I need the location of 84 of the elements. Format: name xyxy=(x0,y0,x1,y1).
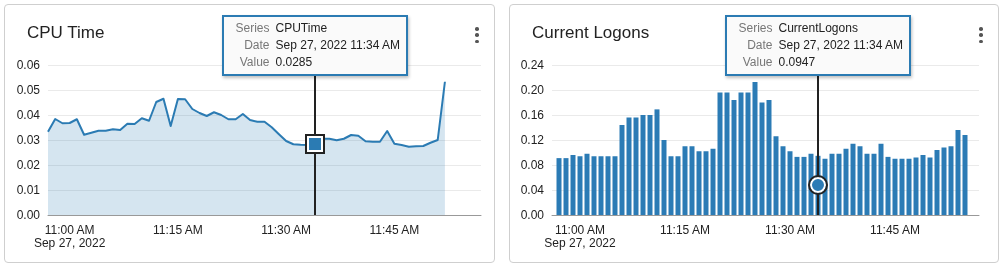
bar xyxy=(731,100,737,215)
bar xyxy=(598,156,604,215)
bar xyxy=(703,151,709,215)
bar xyxy=(871,153,877,215)
bar xyxy=(899,158,905,215)
bar xyxy=(619,125,625,215)
bar xyxy=(829,153,835,215)
bar xyxy=(857,146,863,215)
bar xyxy=(668,156,674,215)
bar xyxy=(892,158,898,215)
bar xyxy=(836,153,842,215)
bar xyxy=(689,146,695,215)
bar xyxy=(787,151,793,215)
y-tick-label: 0.04 xyxy=(16,108,41,122)
x-tick-label: 11:00 AM Sep 27, 2022 xyxy=(544,222,617,250)
annotation: Series CurrentLogons Date Sep 27, 2022 11:34 AM Value 0.0947 xyxy=(737,20,904,71)
bar xyxy=(962,135,968,215)
y-tick-label: 0.01 xyxy=(16,183,41,197)
y-tick-label: 0.04 xyxy=(520,183,545,197)
bar xyxy=(738,92,744,215)
bar xyxy=(745,92,751,215)
x-tick-label: 11:45 AM xyxy=(369,222,420,237)
bar xyxy=(675,156,681,215)
bar xyxy=(647,115,653,215)
bar xyxy=(934,150,940,215)
bar xyxy=(948,146,954,215)
bar xyxy=(941,147,947,215)
y-tick-label: 0.12 xyxy=(520,133,545,147)
bar xyxy=(920,155,926,215)
x-tick-label: 11:15 AM xyxy=(152,222,203,237)
bar xyxy=(605,156,611,215)
bar xyxy=(591,156,597,215)
y-tick-label: 0.24 xyxy=(520,58,545,72)
bar xyxy=(850,143,856,215)
bar xyxy=(710,148,716,215)
bar xyxy=(773,136,779,215)
x-tick-label: 11:30 AM xyxy=(261,222,312,237)
x-tick-label: 11:15 AM xyxy=(660,222,710,237)
tooltip: Series CurrentLogons Date Sep 27, 2022 11:34 AM Value 0.0947 xyxy=(724,15,912,76)
bar xyxy=(864,153,870,215)
bar xyxy=(955,130,961,215)
y-tick-label: 0.00 xyxy=(16,208,41,222)
bar xyxy=(752,81,758,215)
bar xyxy=(801,156,807,215)
y-tick-label: 0.20 xyxy=(520,83,545,97)
bar xyxy=(927,157,933,215)
y-tick-label: 0.05 xyxy=(16,83,41,97)
bar xyxy=(759,102,765,215)
bar xyxy=(682,146,688,215)
bar xyxy=(654,109,660,215)
y-tick-label: 0.02 xyxy=(16,158,41,172)
bar xyxy=(577,156,583,215)
y-tick-label: 0.03 xyxy=(16,133,41,147)
x-tick-label: 11:30 AM xyxy=(765,222,815,237)
bar xyxy=(878,143,884,215)
bar xyxy=(661,140,667,215)
bar xyxy=(780,146,786,215)
bar xyxy=(696,151,702,215)
chart-title: Current Logons xyxy=(532,23,650,42)
x-tick-label: 11:45 AM xyxy=(870,222,920,237)
bar xyxy=(843,148,849,215)
x-tick-label: 11:00 AM Sep 27, 2022 xyxy=(33,222,106,250)
bar xyxy=(584,153,590,215)
bar xyxy=(633,117,639,215)
bar xyxy=(626,117,632,215)
bar xyxy=(717,92,723,215)
bar xyxy=(556,158,562,215)
y-tick-label: 0.00 xyxy=(520,208,545,222)
tooltip: Series CPUTime Date Sep 27, 2022 11:34 AM Value 0.0285 xyxy=(221,15,409,76)
chart-title: CPU Time xyxy=(27,23,105,42)
bar xyxy=(885,156,891,215)
bar xyxy=(563,158,569,215)
bar xyxy=(640,115,646,215)
bar xyxy=(906,158,912,215)
y-tick-label: 0.16 xyxy=(520,108,545,122)
y-tick-label: 0.06 xyxy=(16,58,41,72)
bar xyxy=(794,156,800,215)
bar xyxy=(766,100,772,215)
annotation: Series CPUTime Date Sep 27, 2022 11:34 AM Value 0.0285 xyxy=(234,20,401,71)
y-tick-label: 0.08 xyxy=(520,158,545,172)
bar xyxy=(724,92,730,215)
bar xyxy=(570,155,576,215)
bar xyxy=(612,156,618,215)
bar xyxy=(913,157,919,215)
